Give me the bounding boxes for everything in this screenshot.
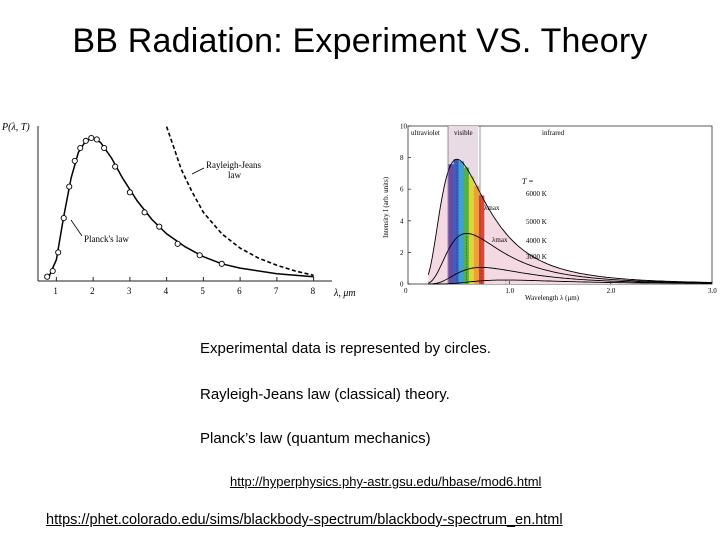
- right-x-tick-label: 2.0: [607, 287, 616, 295]
- left-x-tick-label: 2: [90, 286, 95, 296]
- phet-link[interactable]: https://phet.colorado.edu/sims/blackbody…: [46, 512, 563, 528]
- rayleigh-jeans-label-line2: law: [228, 170, 241, 180]
- spectrum-curve-3000k: [428, 279, 712, 285]
- right-y-tick-label: 4: [400, 217, 404, 225]
- experimental-data-point: [196, 252, 203, 259]
- temperature-series-label: 4000 K: [526, 237, 547, 245]
- experimental-data-point: [44, 273, 51, 280]
- visible-spectrum-band: [473, 185, 480, 284]
- experimental-data-point: [55, 249, 62, 256]
- right-chart-svg: ultraviolet visible infrared 0 2 4 6 8 10 0 1.0…: [382, 123, 717, 303]
- rayleigh-jeans-label-pointer: [191, 167, 205, 175]
- right-y-tick-label: 8: [400, 154, 404, 162]
- region-label-infrared: infrared: [542, 129, 565, 137]
- right-xlabel: Wavelength λ (μm): [525, 294, 580, 302]
- visible-spectrum-band: [478, 195, 485, 284]
- experimental-data-point: [60, 215, 67, 222]
- temperature-series-label: 6000 K: [526, 190, 547, 198]
- visible-spectrum-band: [453, 159, 459, 284]
- lambda-max-label-6000k: λmax: [484, 204, 500, 212]
- planck-label: Planck's law: [84, 234, 129, 244]
- visible-spectrum-band: [458, 161, 465, 284]
- right-y-tick-label: 2: [400, 249, 404, 257]
- left-x-tick-label: 3: [127, 286, 132, 296]
- rayleigh-jeans-label: Rayleigh-Jeans: [206, 160, 261, 170]
- temperature-series-label: 3000 K: [526, 253, 547, 261]
- lambda-max-label-5000k: λmax: [492, 236, 508, 244]
- region-label-ultraviolet: ultraviolet: [411, 129, 440, 137]
- figure-blackbody-spectrum: ultraviolet visible infrared 0 2 4 6 8 10 0 1.0…: [380, 118, 718, 304]
- experimental-data-point: [82, 137, 89, 144]
- visible-spectrum-band: [463, 167, 470, 284]
- slide-title: BB Radiation: Experiment VS. Theory: [72, 22, 648, 60]
- spectrum-curve-5000k: [428, 232, 712, 284]
- experimental-data-point: [49, 267, 56, 275]
- right-ylabel: Intensity I (arb. units): [382, 176, 390, 238]
- experimental-data-point: [174, 240, 181, 247]
- experimental-data-point: [141, 209, 148, 216]
- spectrum-curve-6000k: [427, 158, 712, 283]
- left-x-tick-label: 4: [164, 286, 169, 296]
- left-x-tick-label: 8: [311, 286, 316, 296]
- temperature-label: T =: [522, 177, 534, 186]
- experimental-data-point: [77, 144, 84, 152]
- region-label-visible: visible: [454, 129, 473, 137]
- left-ylabel: P(λ, T): [2, 122, 30, 133]
- right-y-tick-label: 0: [400, 281, 404, 289]
- left-chart-svg: P(λ, T) λ, μm 1 2 3 4 5 6 7 8 Rayleigh-Jeans la…: [1, 122, 356, 299]
- caption-experimental-data: Experimental data is represented by circ…: [200, 340, 491, 357]
- experimental-data-point: [156, 223, 163, 230]
- experimental-data-point: [71, 157, 78, 164]
- experimental-data-point: [93, 136, 100, 143]
- right-y-tick-label: 10: [400, 123, 408, 131]
- left-x-tick-label: 1: [53, 286, 58, 296]
- left-x-tick-label: 5: [200, 286, 205, 296]
- experimental-data-point: [66, 183, 73, 190]
- spectrum-curve-4000k: [428, 266, 713, 285]
- hyperphysics-link[interactable]: http://hyperphysics.phy-astr.gsu.edu/hba…: [230, 474, 542, 489]
- caption-rayleigh-jeans: Rayleigh-Jeans law (classical) theory.: [200, 386, 450, 403]
- experimental-data-point: [88, 134, 95, 142]
- curve-fill-6000k: [428, 159, 712, 284]
- temperature-series-label: 5000 K: [526, 218, 547, 226]
- planck-label-pointer: [70, 219, 83, 237]
- visible-spectrum-band: [448, 164, 454, 284]
- planck-curve: [48, 137, 314, 278]
- rayleigh-jeans-curve: [165, 126, 314, 277]
- experimental-data-point: [101, 144, 108, 152]
- experimental-data-point: [218, 260, 225, 267]
- right-x-tick-label: 0: [404, 287, 408, 295]
- left-x-tick-label: 6: [237, 286, 242, 296]
- visible-spectrum-band: [468, 176, 475, 284]
- experimental-data-point: [112, 163, 119, 170]
- caption-planck: Planck’s law (quantum mechanics): [200, 430, 431, 447]
- right-x-tick-label: 1.0: [505, 287, 514, 295]
- experimental-data-point: [126, 189, 133, 196]
- left-x-tick-label: 7: [274, 286, 279, 296]
- right-x-tick-label: 3.0: [708, 287, 717, 295]
- figure-experiment-vs-theory: P(λ, T) λ, μm 1 2 3 4 5 6 7 8 Rayleigh-Jeans la…: [1, 116, 370, 302]
- left-xlabel: λ, μm: [333, 288, 356, 299]
- right-y-tick-label: 6: [400, 186, 404, 194]
